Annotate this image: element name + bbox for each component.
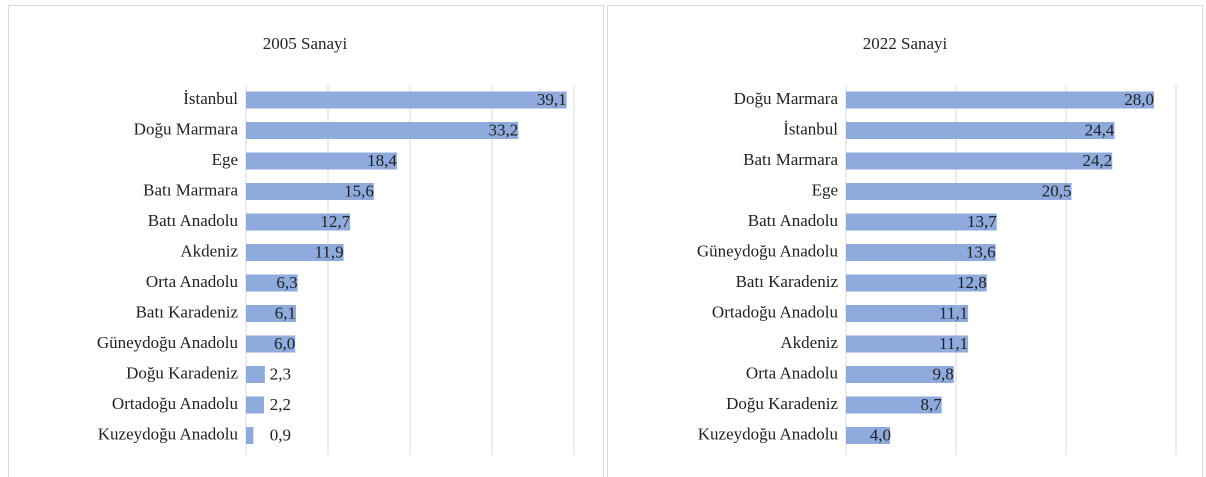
- bar: [246, 366, 265, 383]
- value-label: 13,6: [966, 242, 996, 261]
- bar: [846, 152, 1113, 170]
- bar: [246, 274, 298, 292]
- value-label: 2,2: [270, 395, 291, 414]
- bar: [246, 244, 344, 261]
- bar: [846, 91, 1154, 109]
- category-label: Batı Marmara: [143, 180, 238, 199]
- panel-border: [8, 5, 604, 477]
- bar: [246, 427, 254, 444]
- bar: [846, 366, 954, 383]
- value-label: 11,9: [314, 242, 343, 261]
- value-label: 12,7: [320, 212, 350, 231]
- category-label: Ege: [812, 180, 838, 199]
- category-label: Batı Anadolu: [748, 211, 839, 230]
- category-label: Ortadoğu Anadolu: [712, 302, 839, 321]
- bar: [846, 244, 996, 261]
- bar: [246, 213, 351, 231]
- bar: [846, 183, 1072, 200]
- bar: [846, 396, 942, 414]
- bar: [246, 396, 265, 414]
- bar: [846, 335, 969, 353]
- category-label: Kuzeydoğu Anadolu: [98, 424, 239, 443]
- value-label: 6,0: [274, 334, 295, 353]
- value-label: 28,0: [1124, 90, 1154, 109]
- category-label: Ege: [212, 150, 238, 169]
- category-label: Güneydoğu Anadolu: [97, 333, 239, 352]
- bar: [246, 122, 519, 139]
- panel-border: [607, 5, 1203, 477]
- category-label: Ortadoğu Anadolu: [112, 394, 239, 413]
- bar: [246, 183, 374, 200]
- value-label: 20,5: [1042, 181, 1072, 200]
- category-label: İstanbul: [183, 89, 238, 108]
- bar: [846, 427, 890, 444]
- category-label: Orta Anadolu: [146, 272, 239, 291]
- chart-title: 2005 Sanayi: [263, 34, 348, 53]
- value-label: 11,1: [939, 334, 968, 353]
- bar: [246, 152, 397, 170]
- bar: [846, 122, 1115, 139]
- value-label: 6,3: [276, 273, 297, 292]
- value-label: 24,4: [1085, 120, 1115, 139]
- value-label: 11,1: [939, 303, 968, 322]
- category-label: Akdeniz: [180, 241, 238, 260]
- category-label: Doğu Marmara: [734, 89, 839, 108]
- bar: [846, 305, 969, 322]
- bar: [846, 213, 997, 231]
- category-label: Orta Anadolu: [746, 363, 839, 382]
- chart-title: 2022 Sanayi: [863, 34, 948, 53]
- value-label: 18,4: [367, 151, 397, 170]
- value-label: 6,1: [275, 303, 296, 322]
- category-label: Batı Karadeniz: [736, 272, 839, 291]
- bar: [246, 335, 296, 353]
- bar: [246, 91, 567, 109]
- category-label: Doğu Karadeniz: [126, 363, 238, 382]
- category-label: Batı Anadolu: [148, 211, 239, 230]
- category-label: Güneydoğu Anadolu: [697, 241, 839, 260]
- bar: [246, 305, 297, 322]
- value-label: 33,2: [488, 120, 518, 139]
- value-label: 4,0: [870, 425, 891, 444]
- category-label: Doğu Karadeniz: [726, 394, 838, 413]
- category-label: Doğu Marmara: [134, 119, 239, 138]
- value-label: 39,1: [537, 90, 567, 109]
- category-label: Akdeniz: [780, 333, 838, 352]
- category-label: Kuzeydoğu Anadolu: [698, 424, 839, 443]
- value-label: 8,7: [920, 395, 942, 414]
- category-label: İstanbul: [783, 119, 838, 138]
- value-label: 9,8: [933, 364, 954, 383]
- value-label: 12,8: [957, 273, 987, 292]
- value-label: 13,7: [967, 212, 997, 231]
- bar: [846, 274, 987, 292]
- value-label: 24,2: [1082, 151, 1112, 170]
- value-label: 2,3: [270, 364, 291, 383]
- category-label: Batı Marmara: [743, 150, 838, 169]
- value-label: 0,9: [270, 425, 291, 444]
- value-label: 15,6: [344, 181, 374, 200]
- category-label: Batı Karadeniz: [136, 302, 239, 321]
